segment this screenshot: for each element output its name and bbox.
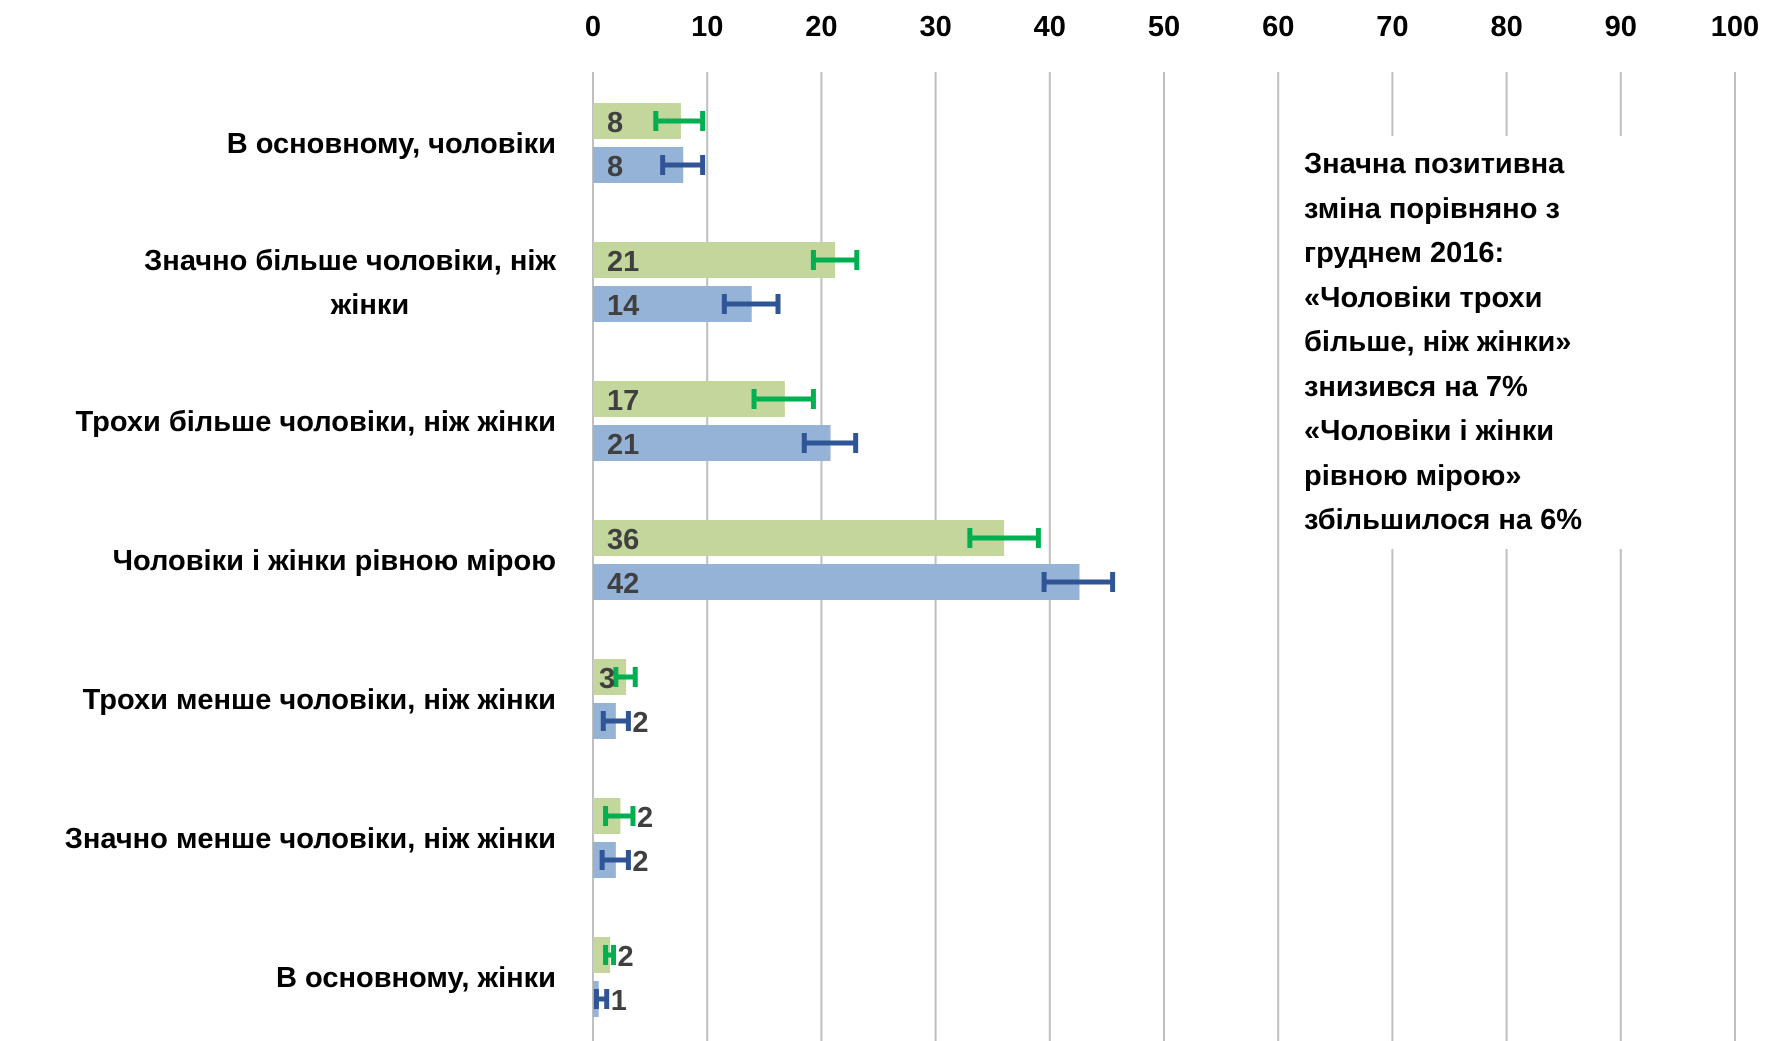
category-label: Чоловіки і жінки рівною мірою [113,545,556,577]
annotation-line: груднем 2016: [1304,237,1505,269]
x-tick-label: 10 [691,11,723,43]
error-bars [593,111,1116,1009]
change-annotation: Значна позитивна зміна порівняно з груднем… [1296,136,1732,549]
bar [593,564,1080,600]
x-tick-label: 60 [1262,11,1294,43]
x-tick-label: 50 [1148,11,1180,43]
data-label: 21 [607,246,639,278]
data-label: 2 [632,846,648,878]
x-tick-label: 0 [585,11,601,43]
data-label: 14 [607,290,639,322]
bar [593,242,836,278]
category-label: В основному, чоловіки [227,128,556,160]
category-label: В основному, жінки [276,962,556,994]
data-label: 8 [607,107,623,139]
data-label: 1 [611,985,627,1017]
annotation-line: більше, ніж жінки» [1304,326,1572,358]
annotation-line: збільшилося на 6% [1304,504,1583,536]
x-tick-label: 40 [1034,11,1066,43]
x-tick-label: 90 [1605,11,1637,43]
category-label: Значно більше чоловіки, ніж жінки [144,245,556,321]
x-tick-label: 20 [805,11,837,43]
x-tick-label: 100 [1711,11,1759,43]
category-labels: В основному, чоловіки Значно більше чолов… [65,128,557,994]
annotation-line: зміна порівняно з [1304,192,1560,225]
data-label: 36 [607,524,639,556]
annotation-line: «Чоловіки і жінки [1304,415,1555,447]
x-tick-label: 70 [1376,11,1408,43]
data-label: 8 [607,151,623,183]
data-label: 3 [599,663,615,695]
annotation-line: рівною мірою» [1304,459,1522,492]
annotation-line: Значна позитивна [1304,148,1565,180]
data-label: 42 [607,568,639,600]
data-label: 2 [637,802,653,834]
data-label: 21 [607,429,639,461]
bar [593,425,831,461]
annotation-line: «Чоловіки трохи [1304,281,1543,314]
data-label: 17 [607,385,639,417]
annotation-line: знизився на 7% [1304,370,1528,403]
category-label: Значно менше чоловіки, ніж жінки [65,823,556,855]
x-tick-label: 80 [1490,11,1522,43]
x-axis-ticks: 0 10 20 30 40 50 60 70 80 90 100 [585,11,1759,43]
bar [593,520,1005,556]
bars [593,103,1080,1017]
x-tick-label: 30 [919,11,951,43]
category-label: Трохи менше чоловіки, ніж жінки [83,684,556,716]
data-label: 2 [618,941,634,973]
category-label: Трохи більше чоловіки, ніж жінки [76,406,557,438]
data-label: 2 [632,707,648,739]
gridlines [592,72,1736,1041]
